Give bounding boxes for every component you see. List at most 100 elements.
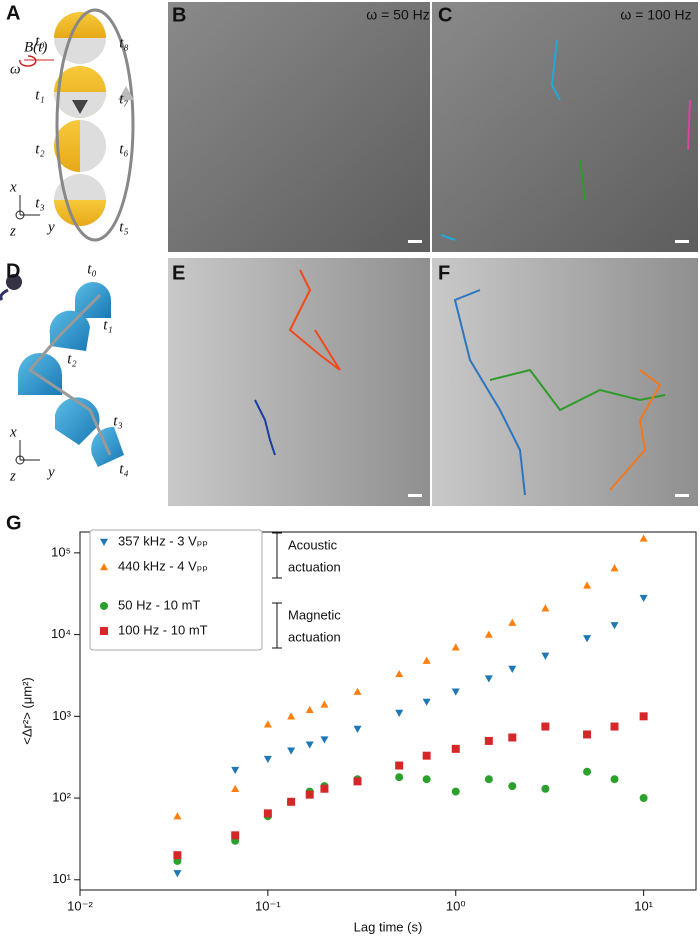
data-point (305, 741, 314, 749)
data-point (305, 790, 314, 799)
panel-label: A (6, 2, 20, 24)
data-point (231, 831, 240, 840)
data-point (610, 775, 619, 784)
data-point (541, 722, 550, 731)
data-point (639, 534, 648, 542)
legend-label: 440 kHz - 4 Vₚₚ (118, 558, 208, 573)
field-label: B(t) (24, 39, 47, 55)
annotation: Acoustic (288, 537, 338, 552)
axis-letter: z (9, 468, 16, 484)
legend-box (89, 529, 263, 651)
y-tick-label: 10¹ (52, 871, 71, 886)
time-label: t₁ (103, 317, 112, 333)
data-point (484, 630, 493, 638)
data-point (173, 812, 182, 820)
data-point (541, 784, 550, 793)
panel-label: B (172, 4, 186, 26)
annotation: actuation (288, 559, 341, 574)
time-label: t₀ (87, 261, 96, 277)
axis-letter: x (9, 424, 17, 440)
y-tick-label: 10⁴ (51, 626, 71, 641)
data-point (639, 712, 648, 721)
axis-letter: z (9, 223, 16, 239)
time-label: t₀ (35, 33, 44, 49)
time-label: t₇ (119, 91, 128, 107)
x-tick-label: 10⁰ (446, 898, 466, 913)
data-point (173, 851, 182, 860)
data-point (484, 775, 493, 784)
data-point (287, 747, 296, 755)
data-point (541, 652, 550, 660)
legend-marker (100, 563, 108, 571)
data-point (353, 777, 362, 786)
data-point (231, 766, 240, 775)
data-point (583, 581, 592, 589)
trajectories (254, 39, 691, 496)
panel-label: D (6, 260, 20, 282)
axis-letter: x (9, 179, 17, 195)
panel-label: G (6, 512, 22, 534)
data-point (451, 643, 460, 651)
data-point (451, 688, 460, 696)
data-point (353, 687, 362, 695)
data-point (541, 604, 550, 612)
data-point (320, 700, 329, 708)
data-point (353, 725, 362, 733)
data-point (422, 775, 431, 784)
legend-label: 357 kHz - 3 Vₚₚ (118, 533, 208, 548)
data-point (508, 782, 517, 791)
cap-sequence (0, 274, 124, 467)
data-point (395, 773, 404, 782)
time-label: t₁ (35, 87, 44, 103)
micrograph (168, 258, 430, 506)
data-point (395, 761, 404, 770)
data-point (422, 698, 431, 706)
data-point (639, 794, 648, 803)
legend-bracket (272, 532, 282, 649)
annotation: Magnetic (288, 607, 341, 622)
data-point (451, 744, 460, 753)
data-point (231, 784, 240, 792)
data-point (320, 784, 329, 793)
legend-label: 50 Hz - 10 mT (118, 597, 200, 612)
data-point (583, 730, 592, 739)
y-tick-label: 10³ (52, 708, 71, 723)
data-point (263, 720, 272, 728)
legend-marker (100, 538, 108, 546)
y-tick-label: 10² (52, 789, 71, 804)
legend-label: 100 Hz - 10 mT (118, 622, 208, 637)
micrograph (432, 2, 698, 252)
data-point (639, 594, 648, 603)
x-tick-label: 10⁻² (67, 898, 93, 913)
data-point (422, 751, 431, 760)
data-point (263, 809, 272, 818)
data-point (610, 722, 619, 731)
data-point (484, 736, 493, 745)
panel-caption: ω = 100 Hz (620, 7, 691, 23)
panel-label: C (438, 4, 452, 26)
micrograph (432, 258, 698, 506)
time-label: t₆ (119, 141, 128, 157)
data-point (508, 733, 517, 742)
axis-letter: y (46, 464, 55, 480)
data-point (422, 656, 431, 664)
data-point (287, 712, 296, 720)
data-point (610, 622, 619, 630)
time-label: t₅ (119, 219, 128, 235)
legend-marker (100, 602, 108, 610)
data-point (395, 669, 404, 678)
y-tick-label: 10⁵ (51, 544, 71, 559)
time-label: t₃ (35, 195, 44, 211)
data-point (610, 564, 619, 572)
axis-letter: y (46, 219, 55, 235)
time-label: t₂ (35, 141, 44, 157)
time-label: t₃ (113, 413, 122, 429)
data-point (287, 797, 296, 806)
x-axis-label: Lag time (s) (354, 919, 423, 934)
data-point (320, 736, 329, 744)
x-tick-label: 10¹ (634, 898, 653, 913)
data-point (305, 705, 314, 714)
data-point (263, 755, 272, 764)
data-point (451, 787, 460, 796)
data-point (583, 767, 592, 776)
